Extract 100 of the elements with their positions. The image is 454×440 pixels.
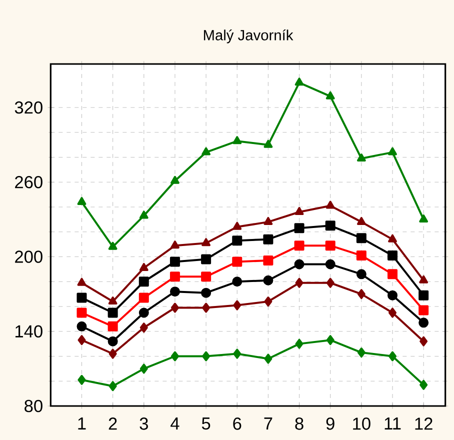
point (108, 336, 118, 346)
point (233, 348, 242, 359)
y-tick-label: 140 (16, 325, 42, 338)
point (77, 197, 86, 206)
point (264, 296, 272, 307)
x-tick-label: 6 (233, 418, 242, 430)
point (356, 154, 366, 162)
point (356, 216, 366, 225)
point (138, 276, 149, 287)
point (420, 380, 428, 390)
point (202, 238, 211, 246)
point (201, 272, 212, 282)
point (233, 300, 242, 310)
point (263, 275, 274, 286)
point (295, 338, 304, 349)
x-tick-label: 5 (202, 418, 210, 430)
point (294, 259, 304, 270)
point (140, 322, 148, 333)
point (294, 223, 304, 234)
point (170, 256, 180, 267)
point (170, 302, 179, 313)
point (263, 234, 274, 244)
point (264, 216, 273, 225)
point (356, 250, 366, 261)
point (326, 335, 334, 346)
point (232, 276, 242, 287)
point (139, 262, 148, 271)
point (108, 321, 118, 332)
point (202, 351, 210, 362)
point (388, 290, 398, 300)
point (420, 336, 428, 346)
point (78, 335, 86, 346)
y-tick-label: 320 (14, 101, 42, 114)
point (419, 275, 428, 284)
point (76, 321, 87, 332)
point (325, 259, 336, 270)
point (202, 302, 210, 313)
point (388, 147, 397, 156)
point (76, 292, 87, 303)
point (357, 289, 366, 300)
point (138, 308, 149, 318)
point (108, 242, 118, 250)
x-tick-label: 9 (326, 418, 334, 430)
point (418, 318, 429, 328)
x-tick-label: 11 (384, 418, 401, 430)
point (388, 234, 397, 242)
x-tick-label: 10 (353, 418, 370, 430)
x-tick-label: 7 (264, 418, 272, 430)
point (170, 351, 179, 362)
x-tick-label: 8 (295, 418, 304, 430)
point (388, 351, 397, 362)
point (170, 272, 180, 282)
y-tick-label: 260 (15, 176, 42, 188)
point (138, 292, 149, 303)
point (326, 200, 335, 209)
point (295, 278, 304, 288)
x-tick-label: 3 (140, 418, 148, 430)
point (264, 354, 272, 364)
y-tick-label: 80 (24, 400, 42, 412)
point (77, 278, 86, 286)
x-tick-label: 1 (78, 418, 86, 430)
point (170, 286, 180, 297)
point (388, 269, 398, 280)
point (325, 240, 336, 251)
point (419, 214, 428, 222)
point (201, 254, 212, 264)
point (326, 278, 334, 288)
point (139, 210, 148, 219)
point (294, 206, 304, 215)
point (325, 220, 336, 231)
y-tick-label: 200 (15, 250, 42, 263)
point (140, 364, 148, 374)
point (78, 374, 86, 385)
point (418, 305, 429, 316)
point (232, 236, 242, 246)
x-tick-label: 4 (170, 418, 180, 430)
point (201, 288, 212, 298)
point (388, 250, 398, 261)
point (357, 348, 366, 358)
point (232, 222, 242, 230)
x-tick-label: 2 (108, 418, 117, 430)
point (232, 256, 242, 267)
point (418, 290, 429, 300)
point (356, 233, 366, 244)
point (108, 308, 118, 318)
point (108, 348, 117, 359)
point (202, 147, 211, 156)
point (76, 308, 87, 318)
x-tick-label: 12 (415, 418, 432, 430)
point (170, 240, 180, 249)
point (294, 240, 304, 251)
point (170, 176, 180, 184)
point (388, 308, 397, 318)
point (263, 255, 274, 266)
point (232, 136, 242, 144)
point (108, 381, 117, 392)
point (356, 269, 366, 280)
point (294, 78, 304, 86)
point (326, 91, 335, 100)
chart-title: Malý Javorník (204, 29, 294, 44)
